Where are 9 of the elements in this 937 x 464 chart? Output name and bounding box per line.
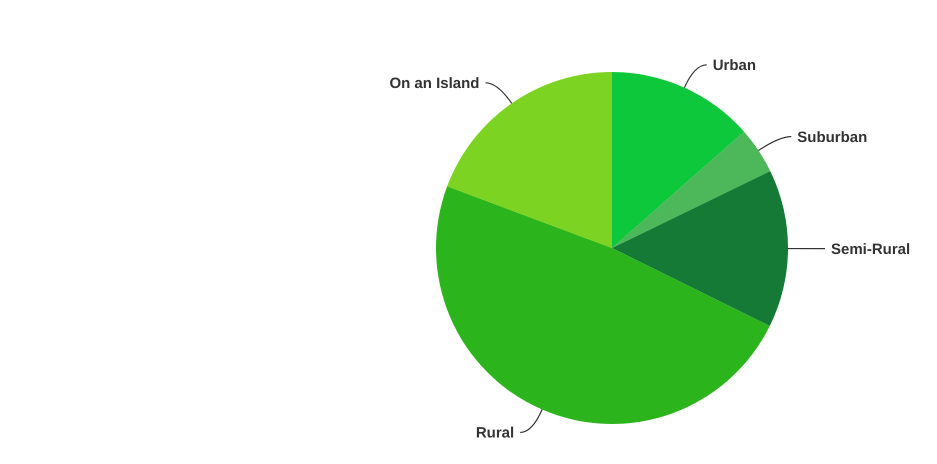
slice-label: Urban [712, 57, 756, 74]
pie-slice [612, 132, 770, 248]
pie-slice [612, 171, 788, 326]
pie-slice [612, 72, 744, 248]
slice-label: Suburban [797, 128, 868, 146]
slice-label: Rural [476, 424, 514, 442]
pie-slice [436, 186, 770, 424]
slice-label: On an Island [389, 75, 480, 92]
slice-label: Semi-Rural [831, 240, 910, 258]
